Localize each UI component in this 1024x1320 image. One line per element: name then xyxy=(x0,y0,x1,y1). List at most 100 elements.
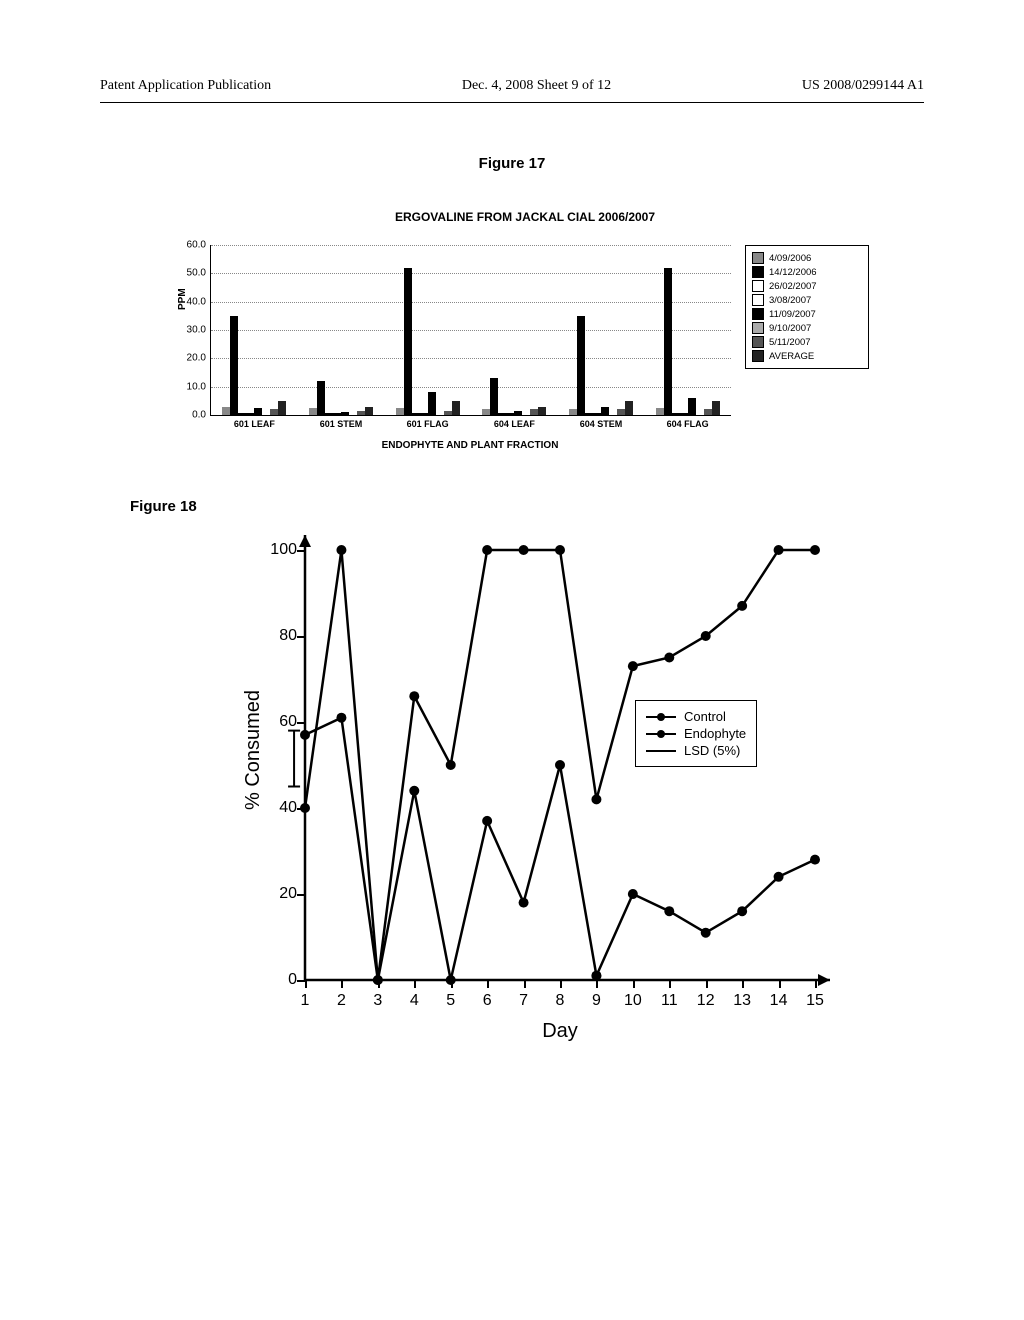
header-left: Patent Application Publication xyxy=(100,78,271,94)
line-xtick-mark xyxy=(779,980,781,988)
page-header: Patent Application Publication Dec. 4, 2… xyxy=(0,78,1024,94)
line-legend-row: Endophyte xyxy=(646,726,746,741)
line-xtick: 14 xyxy=(770,992,788,1010)
line-xtick: 8 xyxy=(556,992,565,1010)
bar-category-label: 604 STEM xyxy=(558,419,645,429)
line-ytick-mark xyxy=(297,636,305,638)
line-xtick: 12 xyxy=(697,992,715,1010)
bar-gridline xyxy=(211,245,731,246)
bar-ytick: 20.0 xyxy=(176,353,206,364)
legend-swatch xyxy=(752,350,764,362)
line-xtick: 15 xyxy=(806,992,824,1010)
legend-label: Control xyxy=(684,709,726,724)
line-ytick: 60 xyxy=(265,713,297,731)
bar xyxy=(396,408,404,415)
bar xyxy=(538,407,546,416)
line-xtick-mark xyxy=(669,980,671,988)
bar xyxy=(569,409,577,415)
bar xyxy=(514,411,522,415)
bar-legend-row: 4/09/2006 xyxy=(752,252,862,264)
line-legend-row: LSD (5%) xyxy=(646,743,746,758)
bar xyxy=(601,407,609,416)
bar-gridline xyxy=(211,273,731,274)
line-xtick-mark xyxy=(341,980,343,988)
bar-legend-row: 5/11/2007 xyxy=(752,336,862,348)
bar-ytick: 40.0 xyxy=(176,296,206,307)
bar-chart-legend: 4/09/2006 14/12/2006 26/02/2007 3/08/2007 11… xyxy=(745,245,869,369)
legend-swatch xyxy=(752,336,764,348)
bar xyxy=(341,412,349,415)
legend-label: 14/12/2006 xyxy=(769,267,817,278)
bar xyxy=(664,268,672,415)
line-ytick: 40 xyxy=(265,799,297,817)
bar-legend-row: 11/09/2007 xyxy=(752,308,862,320)
bar xyxy=(712,401,720,415)
figure-17-label: Figure 17 xyxy=(0,155,1024,172)
bar-gridline xyxy=(211,358,731,359)
line-ytick: 100 xyxy=(265,541,297,559)
legend-swatch xyxy=(752,280,764,292)
bar-ytick: 0.0 xyxy=(176,410,206,421)
line-ytick: 20 xyxy=(265,885,297,903)
legend-label: 26/02/2007 xyxy=(769,281,817,292)
bar-chart-title: ERGOVALINE FROM JACKAL CIAL 2006/2007 xyxy=(155,210,895,224)
bar xyxy=(222,407,230,416)
bar-category-label: 604 FLAG xyxy=(644,419,731,429)
legend-label: 4/09/2006 xyxy=(769,253,811,264)
line-ytick-mark xyxy=(297,894,305,896)
line-xtick: 10 xyxy=(624,992,642,1010)
bar xyxy=(482,409,490,415)
legend-label: AVERAGE xyxy=(769,351,814,362)
bar-legend-row: AVERAGE xyxy=(752,350,862,362)
legend-swatch xyxy=(752,322,764,334)
bar xyxy=(577,316,585,415)
line-chart-xlabel: Day xyxy=(305,1020,815,1043)
bar xyxy=(490,378,498,415)
legend-label: LSD (5%) xyxy=(684,743,740,758)
line-chart-legend: Control Endophyte LSD (5%) xyxy=(635,700,757,767)
bar-legend-row: 14/12/2006 xyxy=(752,266,862,278)
bar-category-label: 601 LEAF xyxy=(211,419,298,429)
bar-ytick: 50.0 xyxy=(176,268,206,279)
bar-legend-row: 9/10/2007 xyxy=(752,322,862,334)
bar-legend-row: 26/02/2007 xyxy=(752,280,862,292)
header-rule xyxy=(100,102,924,103)
line-xtick-mark xyxy=(706,980,708,988)
line-chart: % Consumed 02040608010012345678910111213… xyxy=(200,530,850,1070)
line-xtick-mark xyxy=(378,980,380,988)
legend-swatch xyxy=(752,266,764,278)
bar xyxy=(452,401,460,415)
bar-chart-plot: 0.010.020.030.040.050.060.0601 LEAF601 S… xyxy=(210,245,731,416)
bar xyxy=(317,381,325,415)
bar-ytick: 30.0 xyxy=(176,325,206,336)
legend-label: 5/11/2007 xyxy=(769,337,811,348)
figure-18-label: Figure 18 xyxy=(130,498,197,515)
line-xtick: 4 xyxy=(410,992,419,1010)
bar-ytick: 60.0 xyxy=(176,240,206,251)
bar-gridline xyxy=(211,302,731,303)
line-ytick: 80 xyxy=(265,627,297,645)
bar-gridline xyxy=(211,330,731,331)
bar xyxy=(404,268,412,415)
bar xyxy=(270,409,278,415)
line-chart-ylabel: % Consumed xyxy=(242,690,265,810)
bar xyxy=(428,392,436,415)
bar xyxy=(278,401,286,415)
line-xtick: 3 xyxy=(373,992,382,1010)
bar-gridline xyxy=(211,387,731,388)
line-legend-row: Control xyxy=(646,709,746,724)
bar-chart: ERGOVALINE FROM JACKAL CIAL 2006/2007 PP… xyxy=(155,210,895,470)
line-ytick-mark xyxy=(297,980,305,982)
legend-label: Endophyte xyxy=(684,726,746,741)
page: Patent Application Publication Dec. 4, 2… xyxy=(0,0,1024,1320)
bar-legend-row: 3/08/2007 xyxy=(752,294,862,306)
line-xtick-mark xyxy=(305,980,307,988)
line-xtick: 1 xyxy=(301,992,310,1010)
bar xyxy=(530,409,538,415)
legend-label: 11/09/2007 xyxy=(769,309,816,320)
line-ytick: 0 xyxy=(265,971,297,989)
legend-swatch xyxy=(752,252,764,264)
line-xtick: 9 xyxy=(592,992,601,1010)
line-xtick: 5 xyxy=(446,992,455,1010)
bar-ytick: 10.0 xyxy=(176,381,206,392)
